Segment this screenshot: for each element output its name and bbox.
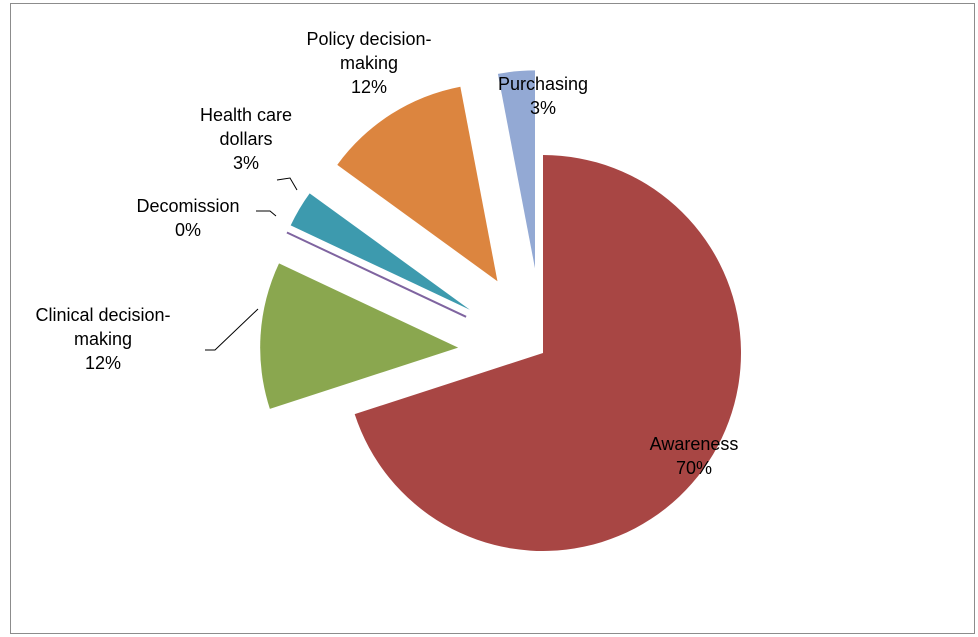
pie-slice <box>354 155 741 552</box>
slice-label: Decomission 0% <box>113 194 263 242</box>
value-label: 12% <box>84 353 122 373</box>
category-label: Awareness <box>649 434 739 454</box>
leader-line <box>205 308 259 351</box>
pie-slice <box>260 263 459 409</box>
value-label: 12% <box>350 77 388 97</box>
slice-label: Policy decision-making 12% <box>284 27 454 99</box>
value-label: 3% <box>232 153 259 173</box>
category-label: Policy decision-making <box>306 29 432 73</box>
pie-slice <box>290 193 470 310</box>
category-label: Clinical decision-making <box>35 305 171 349</box>
value-label: 3% <box>529 98 556 118</box>
pie-slice <box>337 86 498 282</box>
leader-line <box>276 177 298 191</box>
value-label: 70% <box>675 458 713 478</box>
slice-label: Purchasing 3% <box>483 72 603 120</box>
slice-label: Clinical decision-making 12% <box>8 303 198 375</box>
value-label: 0% <box>174 220 201 240</box>
leader-line <box>256 210 277 217</box>
category-label: Purchasing <box>497 74 589 94</box>
pie-slice <box>497 70 536 269</box>
category-label: Decomission <box>136 196 240 216</box>
slice-label: Health care dollars 3% <box>184 103 309 175</box>
slice-label: Awareness 70% <box>624 432 764 480</box>
category-label: Health care dollars <box>199 105 293 149</box>
